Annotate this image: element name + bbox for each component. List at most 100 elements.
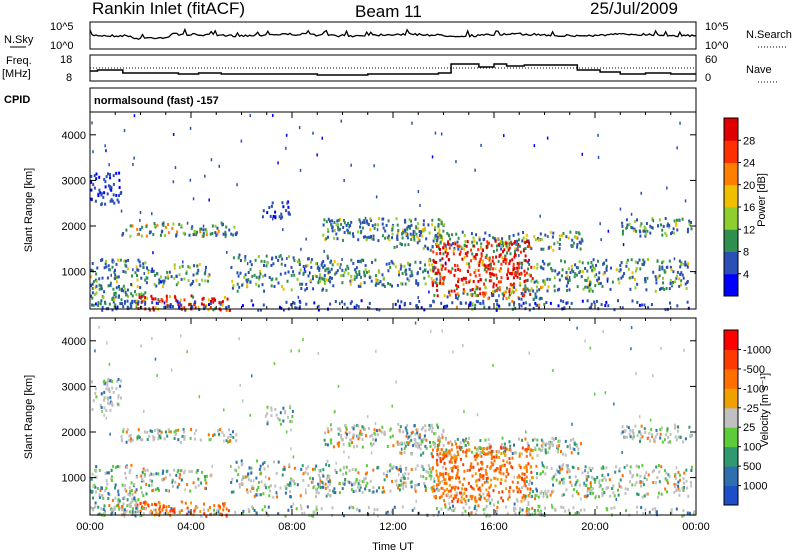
heatmap-cell: [188, 303, 191, 307]
heatmap-cell: [505, 505, 508, 509]
heatmap-cell: [364, 476, 367, 480]
heatmap-cell: [436, 449, 439, 453]
heatmap-cell: [397, 299, 399, 303]
heatmap-cell: [238, 285, 241, 289]
heatmap-cell: [425, 438, 428, 442]
heatmap-cell: [651, 226, 654, 230]
heatmap-cell: [618, 482, 621, 486]
heatmap-cell: [666, 481, 669, 485]
heatmap-cell: [134, 514, 137, 518]
heatmap-cell: [264, 414, 267, 418]
heatmap-cell: [375, 274, 377, 278]
heatmap-cell: [277, 460, 280, 464]
heatmap-cell: [523, 280, 526, 283]
heatmap-cell: [98, 468, 101, 472]
heatmap-cell: [92, 269, 95, 273]
heatmap-cell: [480, 252, 483, 256]
heatmap-cell: [110, 508, 113, 512]
heatmap-cell: [152, 438, 155, 442]
heatmap-cell: [438, 228, 441, 232]
heatmap-cell: [661, 267, 664, 271]
heatmap-cell: [571, 494, 574, 498]
heatmap-cell: [636, 218, 638, 222]
heatmap-cell: [435, 483, 438, 487]
heatmap-cell: [111, 308, 114, 312]
heatmap-cell: [424, 244, 427, 248]
heatmap-cell: [305, 302, 308, 306]
heatmap-cell: [271, 277, 274, 281]
heatmap-cell: [275, 491, 278, 495]
heatmap-cell: [285, 146, 287, 150]
heatmap-cell: [627, 426, 630, 430]
heatmap-cell: [479, 467, 482, 471]
heatmap-cell: [307, 484, 310, 488]
heatmap-cell: [577, 447, 580, 451]
heatmap-cell: [470, 496, 473, 500]
heatmap-cell: [246, 490, 249, 494]
heatmap-cell: [386, 510, 389, 514]
heatmap-cell: [268, 494, 271, 498]
heatmap-cell: [336, 237, 339, 241]
heatmap-cell: [618, 469, 621, 473]
heatmap-cell: [688, 219, 691, 223]
heatmap-cell: [366, 481, 369, 485]
heatmap-cell: [495, 289, 498, 292]
heatmap-cell: [180, 334, 182, 338]
heatmap-cell: [386, 470, 389, 474]
heatmap-cell: [450, 243, 453, 247]
heatmap-cell: [441, 435, 444, 439]
heatmap-cell: [537, 504, 540, 508]
heatmap-cell: [588, 289, 591, 293]
heatmap-cell: [232, 435, 235, 439]
heatmap-cell: [468, 280, 471, 284]
heatmap-cell: [290, 266, 293, 269]
heatmap-cell: [593, 478, 596, 481]
heatmap-cell: [543, 465, 546, 469]
heatmap-cell: [675, 507, 678, 511]
heatmap-cell: [117, 490, 119, 493]
colorbar-tick-label: -25: [743, 403, 759, 415]
colorbar-tick-label: 100: [743, 442, 761, 454]
heatmap-cell: [400, 477, 403, 480]
heatmap-cell: [411, 121, 413, 125]
heatmap-cell: [676, 304, 679, 308]
heatmap-cell: [493, 503, 496, 507]
heatmap-cell: [173, 276, 176, 280]
heatmap-cell: [402, 228, 405, 232]
heatmap-cell: [363, 281, 366, 285]
heatmap-cell: [129, 504, 131, 508]
heatmap-cell: [130, 292, 133, 296]
heatmap-cell: [154, 297, 157, 301]
heatmap-cell: [452, 456, 455, 460]
heatmap-cell: [551, 505, 554, 509]
heatmap-cell: [443, 294, 446, 298]
heatmap-cell: [397, 442, 400, 446]
heatmap-cell: [642, 512, 645, 515]
heatmap-cell: [446, 252, 449, 256]
heatmap-cell: [523, 240, 526, 244]
heatmap-cell: [539, 232, 542, 236]
heatmap-cell: [306, 264, 309, 268]
heatmap-cell: [471, 240, 474, 244]
heatmap-cell: [542, 470, 544, 474]
heatmap-cell: [143, 430, 146, 434]
heatmap-cell: [578, 483, 581, 487]
heatmap-cell: [91, 291, 94, 295]
heatmap-cell: [526, 287, 529, 291]
heatmap-cell: [520, 499, 523, 503]
heatmap-cell: [204, 305, 207, 309]
heatmap-cell: [387, 234, 390, 238]
heatmap-cell: [249, 489, 252, 493]
heatmap-cell: [559, 238, 562, 242]
heatmap-cell: [589, 492, 592, 495]
heatmap-cell: [418, 239, 421, 243]
heatmap-cell: [452, 497, 455, 501]
heatmap-cell: [157, 472, 160, 476]
heatmap-cell: [686, 265, 689, 269]
heatmap-cell: [377, 223, 380, 227]
heatmap-cell: [527, 446, 530, 449]
heatmap-cell: [175, 429, 177, 433]
heatmap-cell: [165, 430, 167, 434]
heatmap-cell: [503, 446, 506, 450]
heatmap-cell: [575, 236, 578, 240]
